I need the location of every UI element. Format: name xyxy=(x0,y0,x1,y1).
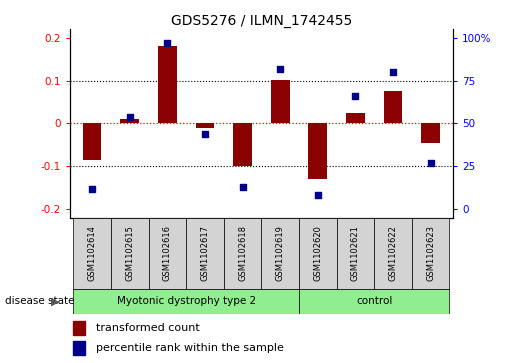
FancyBboxPatch shape xyxy=(299,289,450,314)
Point xyxy=(276,66,284,72)
Text: disease state: disease state xyxy=(5,296,75,306)
Text: GSM1102617: GSM1102617 xyxy=(200,225,210,281)
Text: GSM1102623: GSM1102623 xyxy=(426,225,435,281)
Bar xyxy=(121,119,139,123)
Text: percentile rank within the sample: percentile rank within the sample xyxy=(96,343,284,352)
FancyBboxPatch shape xyxy=(186,218,224,289)
Text: GSM1102619: GSM1102619 xyxy=(276,225,285,281)
FancyBboxPatch shape xyxy=(412,218,450,289)
Bar xyxy=(421,123,440,143)
Bar xyxy=(158,46,177,123)
Point xyxy=(314,193,322,199)
Text: GSM1102615: GSM1102615 xyxy=(125,225,134,281)
Bar xyxy=(308,123,327,179)
Point xyxy=(351,93,359,99)
Text: control: control xyxy=(356,296,392,306)
Text: GSM1102616: GSM1102616 xyxy=(163,225,172,281)
Point xyxy=(389,69,397,75)
Bar xyxy=(233,123,252,166)
Bar xyxy=(73,322,85,335)
Text: Myotonic dystrophy type 2: Myotonic dystrophy type 2 xyxy=(116,296,255,306)
Bar xyxy=(196,123,214,128)
FancyBboxPatch shape xyxy=(148,218,186,289)
FancyBboxPatch shape xyxy=(374,218,412,289)
Text: GSM1102614: GSM1102614 xyxy=(88,225,97,281)
FancyBboxPatch shape xyxy=(299,218,337,289)
Bar xyxy=(384,91,402,123)
Point xyxy=(88,186,96,192)
Title: GDS5276 / ILMN_1742455: GDS5276 / ILMN_1742455 xyxy=(171,14,352,28)
FancyBboxPatch shape xyxy=(111,218,148,289)
FancyBboxPatch shape xyxy=(73,289,299,314)
Point xyxy=(163,40,171,46)
Point xyxy=(426,160,435,166)
FancyBboxPatch shape xyxy=(337,218,374,289)
Point xyxy=(201,131,209,136)
Text: GSM1102620: GSM1102620 xyxy=(313,225,322,281)
Bar xyxy=(83,123,101,160)
Text: GSM1102622: GSM1102622 xyxy=(388,225,398,281)
FancyBboxPatch shape xyxy=(224,218,261,289)
Point xyxy=(238,184,247,190)
FancyBboxPatch shape xyxy=(261,218,299,289)
Text: GSM1102621: GSM1102621 xyxy=(351,225,360,281)
Text: GSM1102618: GSM1102618 xyxy=(238,225,247,281)
Point xyxy=(126,114,134,119)
Text: transformed count: transformed count xyxy=(96,323,200,333)
Text: ▶: ▶ xyxy=(50,296,59,306)
Bar xyxy=(346,113,365,123)
FancyBboxPatch shape xyxy=(73,218,111,289)
Bar xyxy=(271,80,289,123)
Bar xyxy=(73,341,85,355)
